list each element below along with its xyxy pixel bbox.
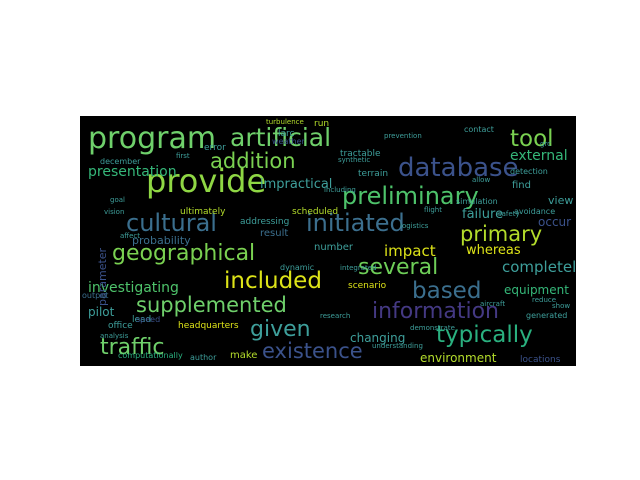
word-included: included <box>224 268 322 294</box>
word-simulation: simulation <box>456 197 498 206</box>
word-output: output <box>82 291 108 300</box>
word-view: view <box>548 194 573 207</box>
word-supplemented: supplemented <box>136 293 287 317</box>
word-locations: locations <box>520 355 561 365</box>
word-show: show <box>552 302 570 310</box>
word-presentation: presentation <box>88 164 177 180</box>
word-pilot: pilot <box>88 305 115 319</box>
word-information: information <box>372 299 499 324</box>
word-tractable: tractable <box>340 149 381 159</box>
word-preliminary: preliminary <box>342 182 479 210</box>
word-safety: safety <box>498 210 520 218</box>
word-aircraft: aircraft <box>480 300 505 308</box>
word-research: research <box>320 312 350 320</box>
word-run: run <box>314 119 329 129</box>
word-traffic: traffic <box>100 335 165 360</box>
word-demonstrate: demonstrate <box>410 324 455 332</box>
word-addressing: addressing <box>240 217 289 227</box>
word-including: including <box>324 186 356 194</box>
word-understanding: understanding <box>372 342 423 350</box>
word-cloud: program artificial tool provide addition data… <box>80 116 585 366</box>
word-changing: changing <box>350 331 405 345</box>
word-computationally: computationally <box>118 351 183 360</box>
word-terrain: terrain <box>358 169 388 179</box>
word-failure: failure <box>462 207 503 222</box>
word-completely: completely <box>502 258 576 276</box>
word-avoidance: avoidance <box>514 207 555 216</box>
word-office: office <box>108 321 133 331</box>
word-number: number <box>314 242 354 253</box>
word-ultimately: ultimately <box>180 207 226 217</box>
word-equipment: equipment <box>504 283 569 297</box>
word-probability: probability <box>132 234 191 247</box>
word-author: author <box>190 353 217 362</box>
word-given: given <box>250 317 311 342</box>
word-external: external <box>510 148 568 164</box>
word-reduce: reduce <box>532 296 556 304</box>
word-existence: existence <box>262 339 363 363</box>
word-provide: provide <box>146 162 266 200</box>
word-generated: generated <box>526 311 567 320</box>
word-artificial: artificial <box>230 123 331 152</box>
word-impractical: impractical <box>260 177 332 192</box>
word-addition: addition <box>210 149 296 173</box>
word-lead: lead <box>132 315 151 325</box>
word-scheduled: scheduled <box>292 207 338 217</box>
word-typically: typically <box>436 322 533 348</box>
word-affect: affect <box>120 232 140 240</box>
word-find: find <box>512 180 531 191</box>
word-tool: tool <box>510 126 554 152</box>
word-primary: primary <box>460 222 542 246</box>
word-allow: allow <box>472 176 490 184</box>
word-speed: speed <box>136 315 160 324</box>
word-first: first <box>176 152 190 160</box>
word-geographical: geographical <box>112 241 255 266</box>
word-synthetic: synthetic <box>338 156 370 164</box>
word-whereas: whereas <box>466 243 521 258</box>
word-contact: contact <box>464 125 494 134</box>
word-december: december <box>100 157 141 166</box>
word-parameter: parameter <box>96 247 109 306</box>
word-larc: larc <box>278 129 295 139</box>
word-detection: detection <box>510 167 548 176</box>
word-logistics: logistics <box>400 222 429 230</box>
word-weather: weather <box>272 137 305 146</box>
word-several: several <box>358 255 438 280</box>
word-vision: vision <box>104 208 124 216</box>
word-integrated: integrated <box>340 264 377 272</box>
word-goal: goal <box>110 196 125 204</box>
word-error: error <box>204 143 226 153</box>
word-investigating: investigating <box>88 280 179 296</box>
word-initiated: initiated <box>306 209 405 237</box>
word-headquarters: headquarters <box>178 321 239 331</box>
word-database: database <box>398 153 519 183</box>
word-based: based <box>412 278 481 304</box>
word-program: program <box>88 121 216 156</box>
word-impact: impact <box>384 242 436 260</box>
word-prevention: prevention <box>384 132 422 140</box>
word-analysis: analysis <box>100 332 129 340</box>
word-environment: environment <box>420 351 497 365</box>
word-cultural: cultural <box>126 209 217 237</box>
word-occur: occur <box>538 215 571 229</box>
word-dynamic: dynamic <box>280 263 314 272</box>
word-scenario: scenario <box>348 281 387 291</box>
word-turbulence: turbulence <box>266 118 304 126</box>
word-grc: grc <box>540 140 551 148</box>
word-flight: flight <box>424 206 442 214</box>
word-result: result <box>260 228 288 239</box>
word-make: make <box>230 350 257 361</box>
